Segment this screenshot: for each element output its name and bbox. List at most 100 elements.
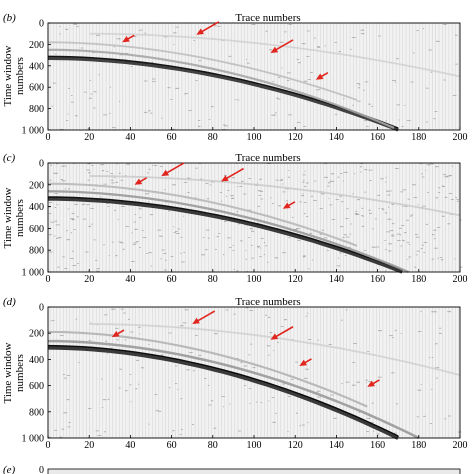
reflection-event-core xyxy=(47,344,399,437)
annotation-arrow-shaft xyxy=(274,326,294,338)
panel-d: (d) Trace numbers Time window numbers 0 2… xyxy=(2,296,468,451)
x-tick-label: 80 xyxy=(208,440,218,451)
panel-label: (b) xyxy=(3,12,16,24)
y-tick-label: 200 xyxy=(29,40,44,51)
top-axis-label: Trace numbers xyxy=(235,12,300,24)
annotation-arrow-shaft xyxy=(274,39,294,52)
y-tick-label: 400 xyxy=(29,202,44,213)
x-tick-label: 20 xyxy=(84,440,94,451)
x-tick-label: 120 xyxy=(288,440,303,451)
annotation-arrow-head xyxy=(221,175,229,182)
annotation-arrow-shaft xyxy=(165,162,185,175)
annotation-arrow-head xyxy=(299,359,307,366)
annotation-arrow-shaft xyxy=(196,310,216,323)
panel-label: (c) xyxy=(3,152,16,164)
x-tick-label: 40 xyxy=(125,132,135,143)
y-tick-label: 800 xyxy=(29,246,44,257)
top-axis-label: Trace numbers xyxy=(235,296,300,308)
y-tick-label: 200 xyxy=(29,329,44,340)
y-tick-label: 0 xyxy=(39,465,44,474)
x-tick-label: 200 xyxy=(453,132,468,143)
seismic-plot: 0 20 40 60 80 100 120 140 160 180 200 0 200 400 600 800… xyxy=(22,159,468,286)
y-tick-label: 600 xyxy=(29,224,44,235)
y-tick-label: 600 xyxy=(29,83,44,94)
annotation-arrow-head xyxy=(367,380,375,387)
x-tick-label: 80 xyxy=(208,274,218,285)
y-tick-label: 600 xyxy=(29,381,44,392)
x-tick-label: 100 xyxy=(247,132,262,143)
y-axis-label-line2: numbers xyxy=(14,57,26,95)
x-tick-label: 0 xyxy=(46,132,51,143)
annotation-arrow-head xyxy=(196,28,204,35)
x-tick-label: 160 xyxy=(370,132,385,143)
x-tick-label: 200 xyxy=(453,440,468,451)
reflection-event xyxy=(47,345,400,440)
annotation-arrow-head xyxy=(192,317,200,325)
annotation-arrow-head xyxy=(122,35,130,43)
x-tick-label: 60 xyxy=(167,440,177,451)
plot-frame-top xyxy=(47,468,461,474)
seismic-plot: 0 20 40 60 80 100 120 140 160 180 200 0 200 400 600 800… xyxy=(22,303,468,452)
reflection-event xyxy=(89,32,461,78)
x-tick-label: 140 xyxy=(329,440,344,451)
y-tick-label: 0 xyxy=(39,159,44,170)
annotation-arrow-shaft xyxy=(224,167,244,180)
x-tick-label: 120 xyxy=(288,274,303,285)
annotation-arrow-head xyxy=(161,169,169,177)
annotation-arrow-head xyxy=(270,46,279,53)
y-axis-label-line2: numbers xyxy=(14,354,26,392)
trace-lines xyxy=(49,23,459,130)
x-tick-label: 200 xyxy=(453,274,468,285)
plot-background xyxy=(48,23,460,130)
y-tick-label: 800 xyxy=(29,104,44,115)
reflection-event xyxy=(47,190,409,274)
x-tick-label: 140 xyxy=(329,132,344,143)
x-tick-label: 0 xyxy=(46,440,51,451)
annotation-arrow-head xyxy=(111,330,120,338)
panel-label: (e) xyxy=(3,464,16,474)
x-tick-label: 140 xyxy=(329,274,344,285)
y-axis-label-line1: Time window xyxy=(2,187,14,248)
seismic-plot: 0 20 40 60 80 100 120 140 160 180 200 0 200 400 600 800… xyxy=(22,19,468,144)
y-tick-label: 1 000 xyxy=(22,434,45,445)
y-tick-label: 200 xyxy=(29,180,44,191)
x-tick-label: 180 xyxy=(411,132,426,143)
annotation-arrow-head xyxy=(270,333,279,340)
x-tick-label: 40 xyxy=(125,440,135,451)
x-tick-label: 160 xyxy=(370,440,385,451)
x-tick-label: 80 xyxy=(208,132,218,143)
x-tick-label: 180 xyxy=(411,440,426,451)
y-tick-label: 1 000 xyxy=(22,268,45,279)
x-tick-label: 20 xyxy=(84,132,94,143)
y-tick-label: 400 xyxy=(29,61,44,72)
x-tick-label: 0 xyxy=(46,274,51,285)
x-tick-label: 60 xyxy=(167,132,177,143)
x-tick-label: 60 xyxy=(167,274,177,285)
reflection-event xyxy=(48,197,403,274)
x-tick-label: 100 xyxy=(247,274,262,285)
reflection-event-core xyxy=(48,196,403,271)
panel-label: (d) xyxy=(3,296,16,308)
top-axis-label: Trace numbers xyxy=(235,152,300,164)
y-axis-label-line2: numbers xyxy=(14,199,26,237)
annotation-arrow-head xyxy=(282,202,291,209)
reflection-event xyxy=(48,339,420,440)
y-axis-label-line1: Time window xyxy=(2,45,14,106)
y-axis-label-line1: Time window xyxy=(2,342,14,403)
reflection-event xyxy=(47,56,399,132)
annotation-arrow-head xyxy=(315,73,324,80)
panel-e: (e) 0 xyxy=(3,464,461,474)
panel-c: (c) Trace numbers Time window numbers 0 2… xyxy=(2,152,468,285)
x-tick-label: 180 xyxy=(411,274,426,285)
panel-b: (b) Trace numbers Time window numbers 0 2… xyxy=(2,12,468,143)
x-tick-label: 100 xyxy=(247,440,262,451)
x-tick-label: 120 xyxy=(288,132,303,143)
y-tick-label: 800 xyxy=(29,407,44,418)
reflection-event xyxy=(48,48,395,129)
annotation-arrow-head xyxy=(134,178,143,185)
annotation-arrow-shaft xyxy=(200,21,220,33)
reflection-event xyxy=(48,41,358,101)
reflection-event xyxy=(89,175,461,217)
y-tick-label: 400 xyxy=(29,355,44,366)
